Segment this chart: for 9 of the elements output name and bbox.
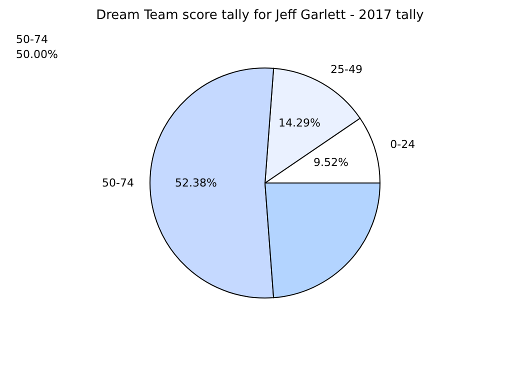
data-label: 14.29% (278, 116, 320, 130)
slice-label: 50-74 (102, 176, 134, 190)
text: 50-74 (16, 32, 49, 47)
slice-label: 0-24 (390, 138, 416, 151)
data-label: 9.52% (313, 156, 348, 170)
text: 50.00% (16, 47, 58, 62)
slice-label: 25-49 (330, 63, 362, 76)
chart-title: Dream Team score tally for Jeff Garlett - 2017 tally (95, 8, 425, 25)
data-label: 52.38% (175, 176, 217, 190)
